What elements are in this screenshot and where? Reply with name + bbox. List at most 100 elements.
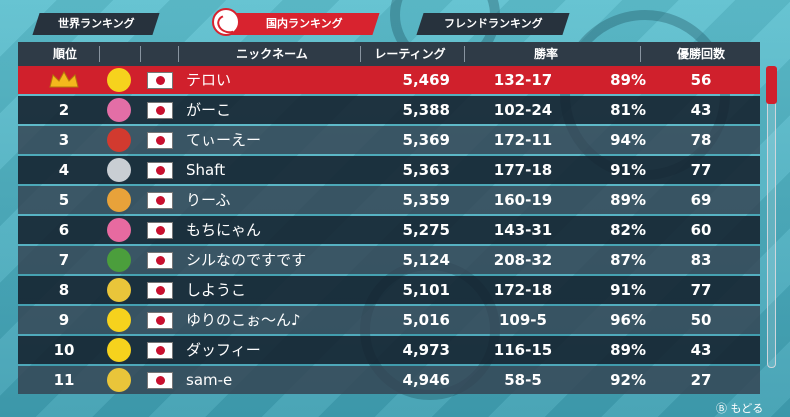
japan-flag-icon xyxy=(147,372,173,389)
player-name: テロい xyxy=(186,71,232,89)
avatar xyxy=(107,128,131,152)
header-rank: 順位 xyxy=(52,47,77,61)
table-row[interactable]: 2 がーこ 5,388 102-24 81% 43 xyxy=(18,96,760,124)
win-percentage: 81% xyxy=(610,101,646,119)
japan-flag-icon xyxy=(147,162,173,179)
table-row[interactable]: 6 もちにゃん 5,275 143-31 82% 60 xyxy=(18,216,760,244)
player-name: Shaft xyxy=(186,161,226,179)
rating-value: 5,369 xyxy=(402,131,450,149)
player-name: もちにゃん xyxy=(186,221,262,239)
japan-flag-icon xyxy=(147,192,173,209)
header-nickname: ニックネーム xyxy=(236,47,308,61)
ranking-table: 順位 ニックネーム レーティング 勝率 優勝回数 テロい 5,469 132-17 8… xyxy=(18,42,760,394)
japan-flag-icon xyxy=(147,282,173,299)
tennis-ball-icon xyxy=(212,8,240,36)
win-loss-record: 172-11 xyxy=(493,131,553,149)
rank: 2 xyxy=(58,101,70,119)
rank: 4 xyxy=(58,161,70,179)
player-name: りーふ xyxy=(186,191,231,209)
rating-value: 5,388 xyxy=(402,101,450,119)
win-loss-record: 116-15 xyxy=(493,341,553,359)
tournament-wins: 78 xyxy=(690,131,712,149)
player-name: しようこ xyxy=(186,281,247,299)
avatar xyxy=(107,278,131,302)
rank: 5 xyxy=(58,191,70,209)
japan-flag-icon xyxy=(147,312,173,329)
rank: 9 xyxy=(58,311,70,329)
win-loss-record: 160-19 xyxy=(493,191,553,209)
table-header: 順位 ニックネーム レーティング 勝率 優勝回数 xyxy=(18,42,760,66)
japan-flag-icon xyxy=(147,252,173,269)
scrollbar[interactable] xyxy=(767,66,776,368)
table-row[interactable]: 4 Shaft 5,363 177-18 91% 77 xyxy=(18,156,760,184)
tournament-wins: 83 xyxy=(690,251,712,269)
player-name: ダッフィー xyxy=(186,341,261,359)
header-divider xyxy=(360,46,361,62)
tab-world-ranking[interactable]: 世界ランキング xyxy=(32,13,160,35)
table-row[interactable]: テロい 5,469 132-17 89% 56 xyxy=(18,66,760,94)
table-row[interactable]: 10 ダッフィー 4,973 116-15 89% 43 xyxy=(18,336,760,364)
rating-value: 4,973 xyxy=(402,341,450,359)
rank: 10 xyxy=(53,341,75,359)
japan-flag-icon xyxy=(147,222,173,239)
back-button[interactable]: Ⓑ もどる xyxy=(716,402,764,415)
crown-icon xyxy=(49,71,79,88)
player-name: がーこ xyxy=(186,101,232,119)
table-row[interactable]: 8 しようこ 5,101 172-18 91% 77 xyxy=(18,276,760,304)
player-name: sam-e xyxy=(186,371,233,389)
table-row[interactable]: 5 りーふ 5,359 160-19 89% 69 xyxy=(18,186,760,214)
win-loss-record: 58-5 xyxy=(504,371,542,389)
table-row[interactable]: 7 シルなのですです 5,124 208-32 87% 83 xyxy=(18,246,760,274)
rating-value: 5,359 xyxy=(402,191,450,209)
win-percentage: 82% xyxy=(610,221,646,239)
avatar xyxy=(107,218,131,242)
header-win-rate: 勝率 xyxy=(533,47,558,61)
win-percentage: 94% xyxy=(610,131,646,149)
header-divider xyxy=(640,46,641,62)
tab-friend-ranking[interactable]: フレンドランキング xyxy=(416,13,570,35)
rating-value: 5,363 xyxy=(402,161,450,179)
table-row[interactable]: 9 ゆりのこぉ〜ん♪ 5,016 109-5 96% 50 xyxy=(18,306,760,334)
rank: 3 xyxy=(58,131,70,149)
win-loss-record: 177-18 xyxy=(493,161,553,179)
avatar xyxy=(107,248,131,272)
header-rating: レーティング xyxy=(374,47,446,61)
win-percentage: 89% xyxy=(610,191,646,209)
win-percentage: 87% xyxy=(610,251,646,269)
rating-value: 5,124 xyxy=(402,251,450,269)
rank: 8 xyxy=(58,281,70,299)
win-percentage: 89% xyxy=(610,341,646,359)
rating-value: 5,275 xyxy=(402,221,450,239)
tournament-wins: 77 xyxy=(690,281,712,299)
win-loss-record: 172-18 xyxy=(493,281,553,299)
player-name: てぃーえー xyxy=(186,131,262,149)
header-divider xyxy=(99,46,100,62)
tab-domestic-ranking[interactable]: 国内ランキング xyxy=(228,13,380,35)
japan-flag-icon xyxy=(147,72,173,89)
rating-value: 4,946 xyxy=(402,371,450,389)
win-loss-record: 143-31 xyxy=(493,221,553,239)
table-row[interactable]: 11 sam-e 4,946 58-5 92% 27 xyxy=(18,366,760,394)
header-divider xyxy=(178,46,179,62)
tournament-wins: 60 xyxy=(690,221,712,239)
win-loss-record: 109-5 xyxy=(499,311,547,329)
table-row[interactable]: 3 てぃーえー 5,369 172-11 94% 78 xyxy=(18,126,760,154)
scrollbar-thumb[interactable] xyxy=(766,66,777,104)
avatar xyxy=(107,338,131,362)
avatar xyxy=(107,68,131,92)
avatar xyxy=(107,368,131,392)
header-divider xyxy=(464,46,465,62)
player-name: シルなのですです xyxy=(186,251,307,269)
rank: 6 xyxy=(58,221,70,239)
tournament-wins: 43 xyxy=(690,101,712,119)
rank: 11 xyxy=(53,371,75,389)
win-loss-record: 208-32 xyxy=(493,251,553,269)
rating-value: 5,101 xyxy=(402,281,450,299)
header-divider xyxy=(140,46,141,62)
win-loss-record: 102-24 xyxy=(493,101,553,119)
tournament-wins: 27 xyxy=(690,371,712,389)
rank: 7 xyxy=(58,251,70,269)
japan-flag-icon xyxy=(147,342,173,359)
win-percentage: 91% xyxy=(610,281,646,299)
win-loss-record: 132-17 xyxy=(493,71,553,89)
